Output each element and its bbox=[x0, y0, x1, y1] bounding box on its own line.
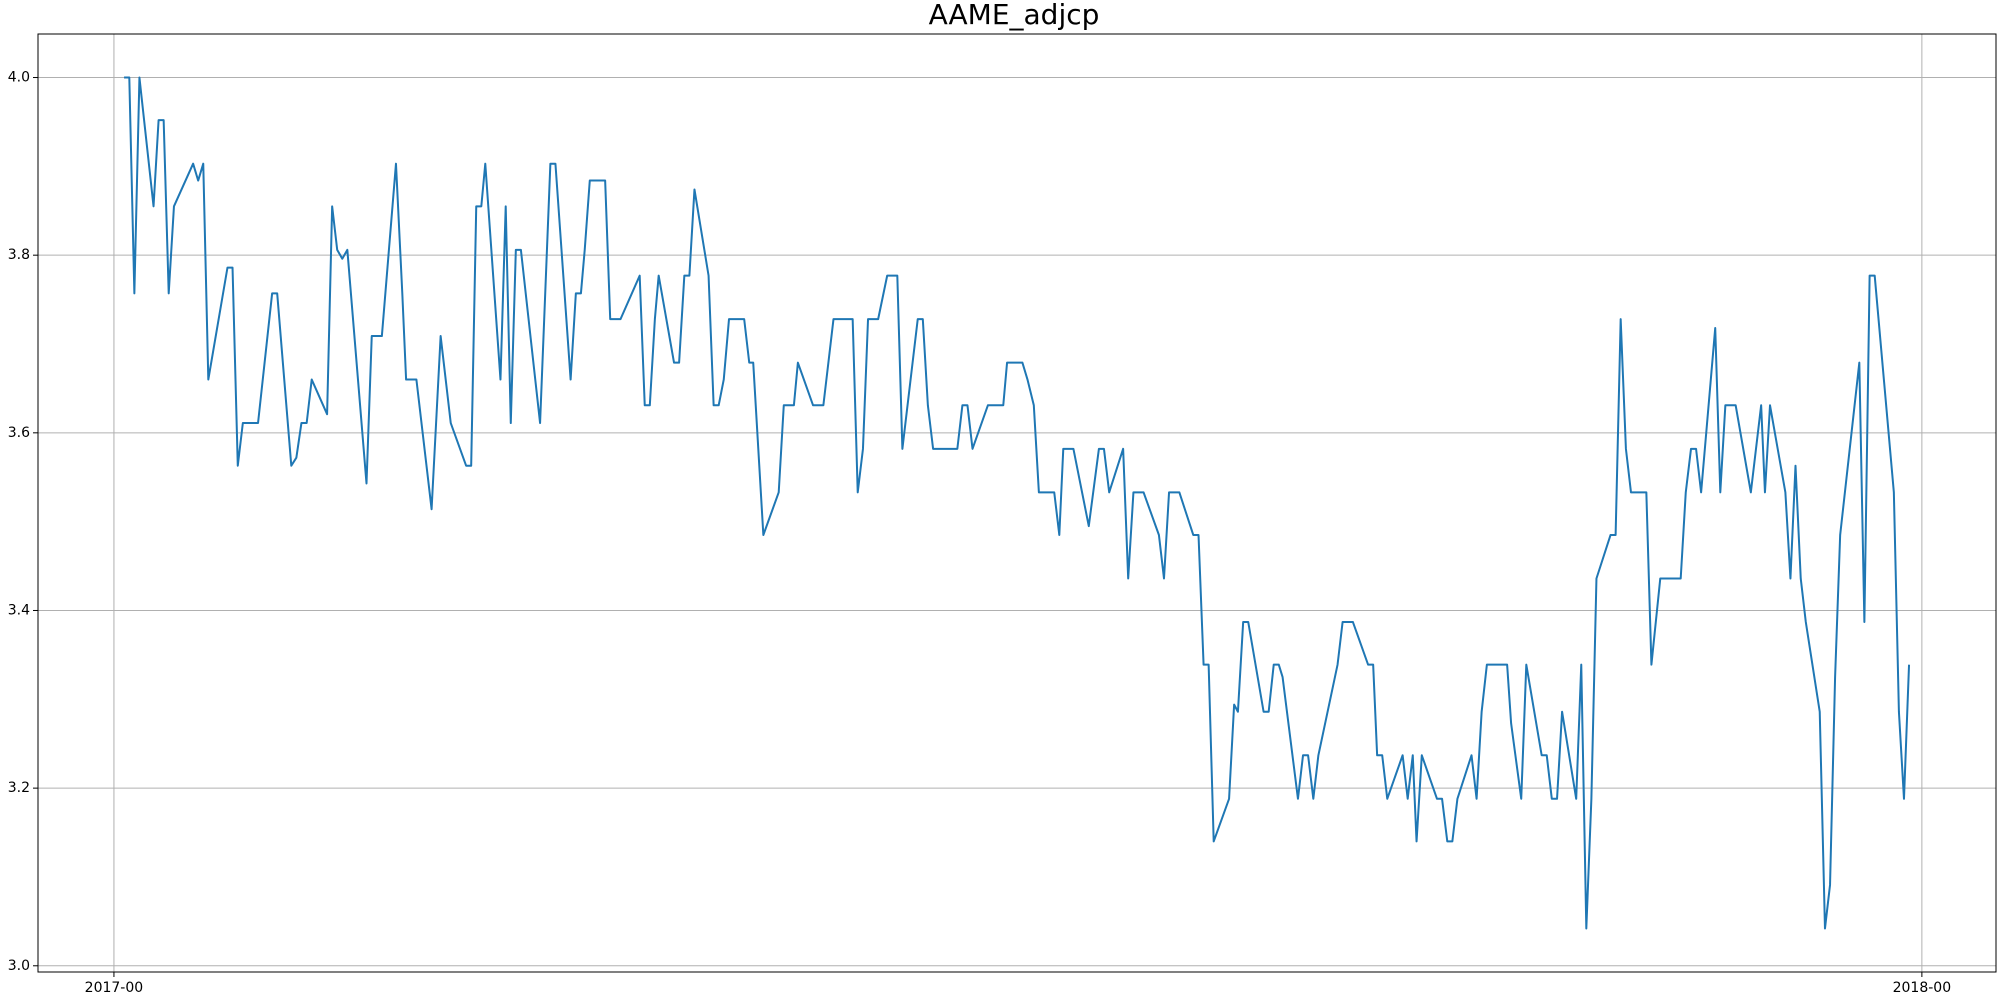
plot-frame bbox=[37, 33, 1997, 973]
y-tick-label: 3.4 bbox=[8, 602, 30, 618]
y-tick-label: 3.2 bbox=[8, 780, 30, 796]
x-tick-label: 2018-00 bbox=[1893, 980, 1952, 996]
y-tick-label: 4.0 bbox=[8, 70, 30, 86]
chart-title: AAME_adjcp bbox=[929, 0, 1100, 31]
y-tick-label: 3.0 bbox=[8, 958, 30, 974]
x-tick-label: 2017-00 bbox=[85, 980, 144, 996]
y-tick-label: 3.6 bbox=[8, 425, 30, 441]
data-line bbox=[124, 76, 1911, 930]
y-tick-label: 3.8 bbox=[8, 247, 30, 263]
